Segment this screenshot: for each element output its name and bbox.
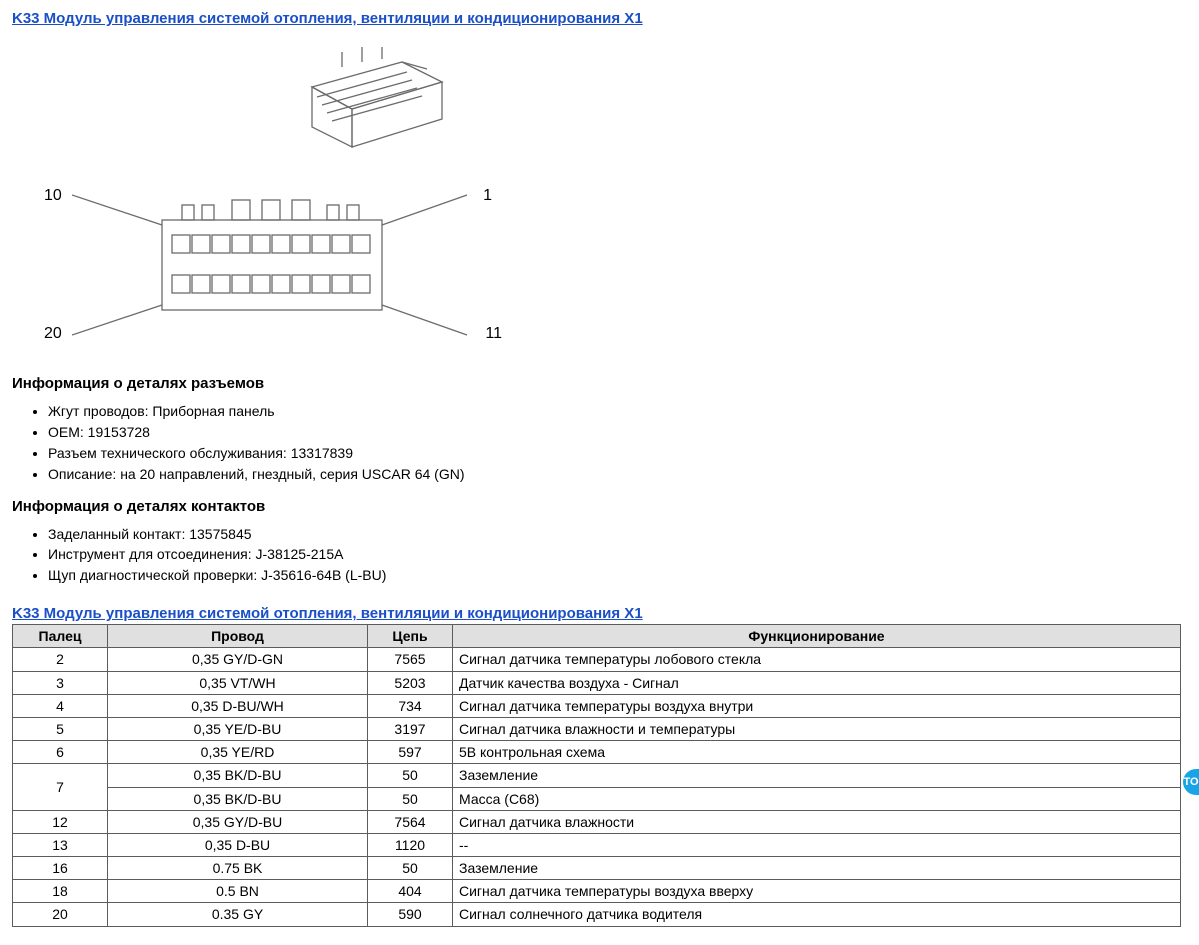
cell-wire: 0.75 BK <box>108 857 368 880</box>
cell-wire: 0.35 GY <box>108 903 368 926</box>
cell-chain: 1120 <box>368 833 453 856</box>
cell-chain: 50 <box>368 787 453 810</box>
table-row: 40,35 D-BU/WH734Сигнал датчика температу… <box>13 694 1181 717</box>
cell-function: Заземление <box>453 857 1181 880</box>
col-chain: Цепь <box>368 625 453 648</box>
pin-label-top-right: 1 <box>483 187 492 205</box>
diagram-area: 10 1 20 11 <box>32 47 1187 355</box>
cell-chain: 597 <box>368 741 453 764</box>
cell-function: Сигнал датчика температуры воздуха внутр… <box>453 694 1181 717</box>
cell-pin: 7 <box>13 764 108 810</box>
cell-wire: 0,35 D-BU/WH <box>108 694 368 717</box>
list-item: Жгут проводов: Приборная панель <box>48 402 1187 421</box>
col-pin: Палец <box>13 625 108 648</box>
col-func: Функционирование <box>453 625 1181 648</box>
cell-wire: 0,35 GY/D-GN <box>108 648 368 671</box>
table-row: 20,35 GY/D-GN7565Сигнал датчика температ… <box>13 648 1181 671</box>
pinout-table: Палец Провод Цепь Функционирование 20,35… <box>12 624 1181 926</box>
cell-pin: 3 <box>13 671 108 694</box>
cell-pin: 5 <box>13 717 108 740</box>
cell-function: Сигнал солнечного датчика водителя <box>453 903 1181 926</box>
cell-pin: 4 <box>13 694 108 717</box>
cell-wire: 0,35 YE/RD <box>108 741 368 764</box>
contact-info-list: Заделанный контакт: 13575845Инструмент д… <box>12 525 1187 586</box>
cell-function: Сигнал датчика влажности и температуры <box>453 717 1181 740</box>
page-title-link[interactable]: K33 Модуль управления системой отопления… <box>12 10 643 27</box>
list-item: Щуп диагностической проверки: J-35616-64… <box>48 566 1187 585</box>
cell-chain: 5203 <box>368 671 453 694</box>
cell-chain: 3197 <box>368 717 453 740</box>
cell-wire: 0,35 BK/D-BU <box>108 764 368 787</box>
cell-wire: 0,35 YE/D-BU <box>108 717 368 740</box>
pin-label-bottom-left: 20 <box>44 325 62 343</box>
table-row: 130,35 D-BU1120-- <box>13 833 1181 856</box>
cell-chain: 7564 <box>368 810 453 833</box>
cell-function: Сигнал датчика температуры лобового стек… <box>453 648 1181 671</box>
pin-label-bottom-right: 11 <box>485 325 502 343</box>
col-wire: Провод <box>108 625 368 648</box>
cell-pin: 16 <box>13 857 108 880</box>
cell-chain: 734 <box>368 694 453 717</box>
connector-pinout-diagram: 10 1 20 11 <box>72 175 472 355</box>
cell-pin: 2 <box>13 648 108 671</box>
contact-info-heading: Информация о деталях контактов <box>12 498 1187 515</box>
table-row: 160.75 BK50Заземление <box>13 857 1181 880</box>
cell-wire: 0,35 D-BU <box>108 833 368 856</box>
cell-function: Сигнал датчика влажности <box>453 810 1181 833</box>
cell-chain: 50 <box>368 857 453 880</box>
table-row: 30,35 VT/WH5203Датчик качества воздуха -… <box>13 671 1181 694</box>
table-row: 120,35 GY/D-BU7564Сигнал датчика влажнос… <box>13 810 1181 833</box>
table-title-link[interactable]: K33 Модуль управления системой отопления… <box>12 605 643 622</box>
list-item: Описание: на 20 направлений, гнездный, с… <box>48 465 1187 484</box>
table-row: 0,35 BK/D-BU50Масса (C68) <box>13 787 1181 810</box>
list-item: Заделанный контакт: 13575845 <box>48 525 1187 544</box>
cell-chain: 50 <box>368 764 453 787</box>
cell-chain: 7565 <box>368 648 453 671</box>
cell-wire: 0,35 BK/D-BU <box>108 787 368 810</box>
cell-wire: 0.5 BN <box>108 880 368 903</box>
cell-pin: 13 <box>13 833 108 856</box>
connector-info-heading: Информация о деталях разъемов <box>12 375 1187 392</box>
cell-wire: 0,35 GY/D-BU <box>108 810 368 833</box>
cell-function: Сигнал датчика температуры воздуха вверх… <box>453 880 1181 903</box>
side-badge[interactable]: TO <box>1183 769 1199 795</box>
pin-label-top-left: 10 <box>44 187 62 205</box>
table-row: 200.35 GY590Сигнал солнечного датчика во… <box>13 903 1181 926</box>
list-item: Разъем технического обслуживания: 133178… <box>48 444 1187 463</box>
table-header-row: Палец Провод Цепь Функционирование <box>13 625 1181 648</box>
cell-pin: 6 <box>13 741 108 764</box>
cell-chain: 590 <box>368 903 453 926</box>
table-row: 180.5 BN404Сигнал датчика температуры во… <box>13 880 1181 903</box>
cell-function: Датчик качества воздуха - Сигнал <box>453 671 1181 694</box>
cell-function: Заземление <box>453 764 1181 787</box>
cell-function: Масса (C68) <box>453 787 1181 810</box>
cell-wire: 0,35 VT/WH <box>108 671 368 694</box>
list-item: Инструмент для отсоединения: J-38125-215… <box>48 545 1187 564</box>
cell-pin: 18 <box>13 880 108 903</box>
cell-pin: 12 <box>13 810 108 833</box>
cell-chain: 404 <box>368 880 453 903</box>
table-row: 70,35 BK/D-BU50Заземление <box>13 764 1181 787</box>
cell-pin: 20 <box>13 903 108 926</box>
cell-function: 5В контрольная схема <box>453 741 1181 764</box>
connector-info-list: Жгут проводов: Приборная панель OEM: 1915… <box>12 402 1187 484</box>
connector-3d-diagram <box>282 47 1187 160</box>
cell-function: -- <box>453 833 1181 856</box>
list-item: OEM: 19153728 <box>48 423 1187 442</box>
table-row: 60,35 YE/RD5975В контрольная схема <box>13 741 1181 764</box>
table-row: 50,35 YE/D-BU3197Сигнал датчика влажност… <box>13 717 1181 740</box>
